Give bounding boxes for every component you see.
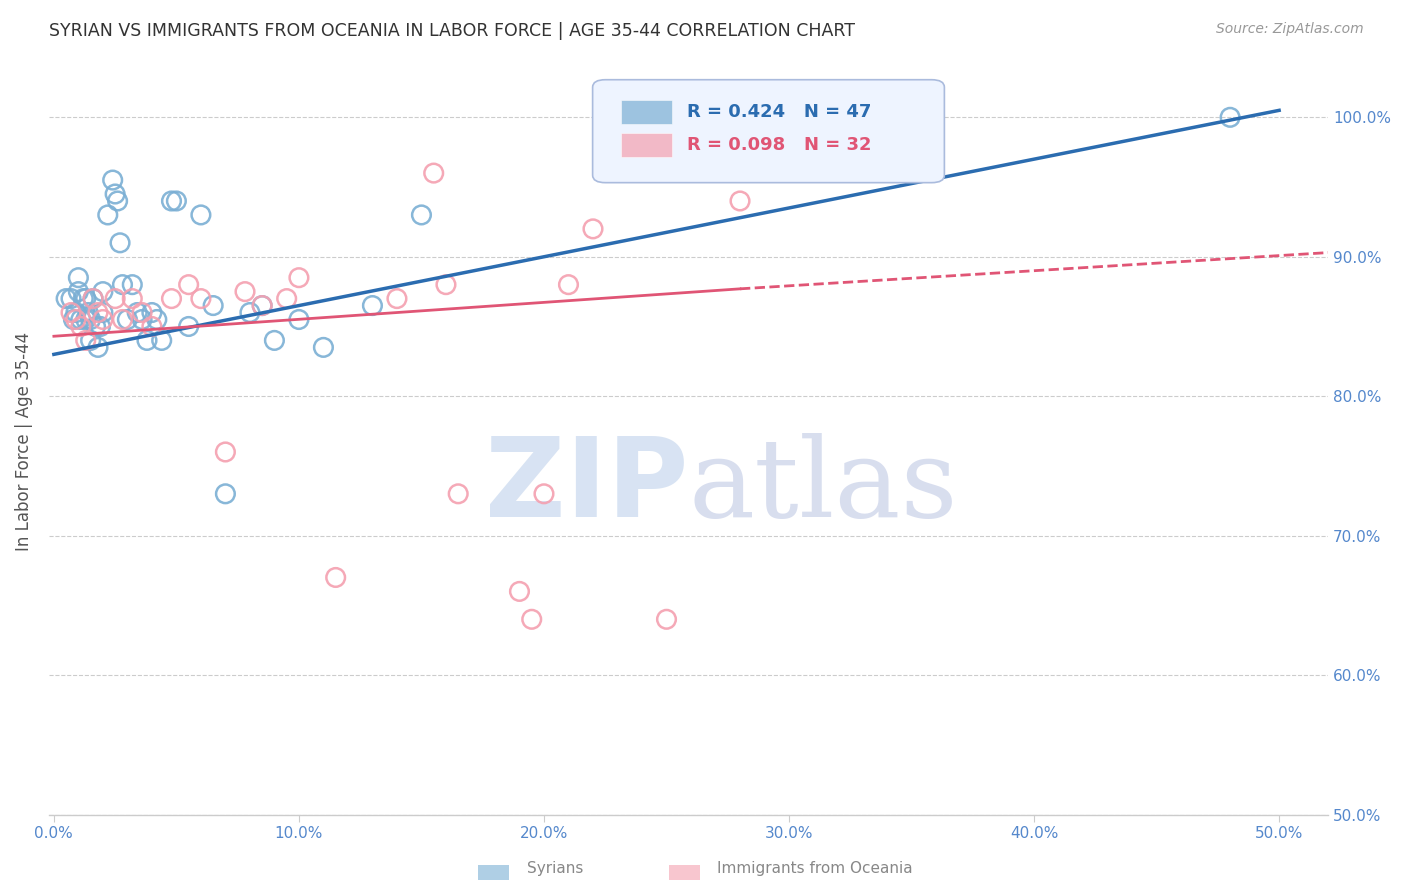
Point (1219, 111, 1241, 125)
Point (150, 334, 173, 348)
Point (82, 292, 104, 306)
Point (160, 292, 183, 306)
Point (84, 319, 107, 334)
Point (325, 570, 347, 584)
Point (533, 487, 555, 501)
FancyBboxPatch shape (621, 100, 672, 124)
Point (250, 299, 273, 313)
Point (111, 277, 134, 292)
Point (146, 312, 169, 326)
Point (190, 208, 212, 222)
Point (55, 292, 77, 306)
Point (728, 194, 751, 208)
Point (582, 222, 605, 236)
Point (557, 277, 579, 292)
Point (91, 285, 114, 299)
Text: Source: ZipAtlas.com: Source: ZipAtlas.com (1216, 22, 1364, 37)
Point (121, 292, 143, 306)
Point (131, 312, 153, 326)
Point (385, 292, 408, 306)
Point (202, 299, 225, 313)
Point (69, 319, 91, 334)
Point (411, 208, 433, 222)
Point (434, 277, 457, 292)
Point (67, 270, 90, 285)
Point (79, 312, 101, 326)
Point (190, 292, 212, 306)
Point (111, 312, 134, 326)
Point (87, 340, 110, 354)
Point (89, 319, 111, 334)
Point (160, 194, 183, 208)
Text: R = 0.424   N = 47: R = 0.424 N = 47 (688, 103, 872, 120)
Point (121, 277, 143, 292)
Point (250, 299, 273, 313)
Point (65, 312, 87, 326)
Y-axis label: In Labor Force | Age 35-44: In Labor Force | Age 35-44 (15, 332, 32, 551)
Point (361, 299, 384, 313)
Text: Immigrants from Oceania: Immigrants from Oceania (717, 861, 912, 876)
Point (239, 305, 262, 319)
Text: atlas: atlas (689, 433, 957, 540)
Point (79, 334, 101, 348)
Point (101, 173, 124, 187)
Point (77, 305, 100, 319)
Point (288, 270, 311, 285)
Point (508, 584, 530, 599)
Point (141, 319, 163, 334)
Point (141, 305, 163, 319)
Text: SYRIAN VS IMMIGRANTS FROM OCEANIA IN LABOR FORCE | AGE 35-44 CORRELATION CHART: SYRIAN VS IMMIGRANTS FROM OCEANIA IN LAB… (49, 22, 855, 40)
Point (82, 292, 104, 306)
Point (75, 292, 97, 306)
Point (75, 334, 97, 348)
Point (165, 194, 187, 208)
Point (62, 312, 84, 326)
Point (108, 235, 131, 250)
Text: R = 0.098   N = 32: R = 0.098 N = 32 (688, 136, 872, 154)
Point (97, 208, 120, 222)
Point (127, 305, 149, 319)
FancyBboxPatch shape (621, 134, 672, 157)
Point (177, 277, 200, 292)
Text: ZIP: ZIP (485, 433, 689, 540)
Point (72, 292, 94, 306)
Point (177, 319, 200, 334)
Point (136, 334, 159, 348)
Point (75, 312, 97, 326)
Point (214, 445, 236, 459)
Point (655, 612, 678, 626)
Point (131, 305, 153, 319)
Point (276, 292, 298, 306)
Point (288, 312, 311, 326)
Point (60, 305, 83, 319)
Text: Syrians: Syrians (527, 861, 583, 876)
Point (447, 487, 470, 501)
Point (91, 312, 114, 326)
Point (263, 334, 285, 348)
Point (312, 340, 335, 354)
Point (117, 312, 139, 326)
Point (104, 187, 127, 202)
Point (233, 285, 256, 299)
Point (69, 312, 91, 326)
Point (107, 194, 129, 208)
Point (520, 612, 543, 626)
Point (67, 285, 90, 299)
Point (65, 305, 87, 319)
Point (60, 292, 83, 306)
Point (422, 166, 444, 180)
Point (214, 487, 236, 501)
Point (91, 305, 114, 319)
Point (104, 292, 127, 306)
FancyBboxPatch shape (592, 79, 945, 183)
Point (87, 305, 110, 319)
